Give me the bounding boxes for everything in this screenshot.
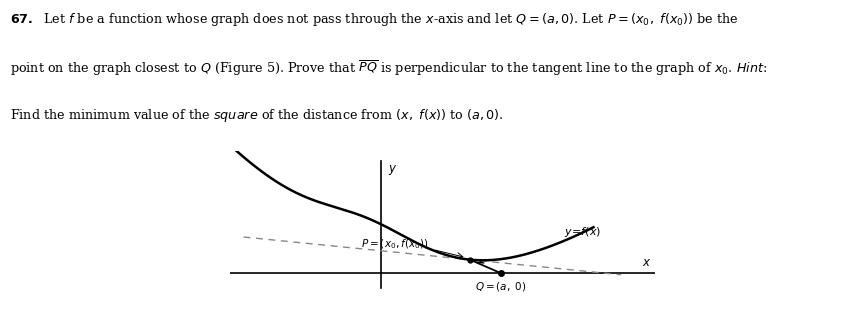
Text: Find the minimum value of the $\mathbf{\mathit{square}}$ of the distance from $(: Find the minimum value of the $\mathbf{\… xyxy=(10,107,504,124)
Text: $\mathbf{67.}$  Let $f$ be a function whose graph does not pass through the $x$-: $\mathbf{67.}$ Let $f$ be a function who… xyxy=(10,10,739,28)
Text: $P = (x_0, f(x_0))$: $P = (x_0, f(x_0))$ xyxy=(362,237,429,251)
Text: $y$: $y$ xyxy=(387,163,397,177)
Text: $x$: $x$ xyxy=(643,256,652,269)
Text: $Q = (a,\ 0)$: $Q = (a,\ 0)$ xyxy=(475,280,527,293)
Text: $y\!=\!f(x)$: $y\!=\!f(x)$ xyxy=(564,225,601,239)
Text: point on the graph closest to $Q$ (Figure 5). Prove that $\overline{PQ}$ is perp: point on the graph closest to $Q$ (Figur… xyxy=(10,59,768,78)
